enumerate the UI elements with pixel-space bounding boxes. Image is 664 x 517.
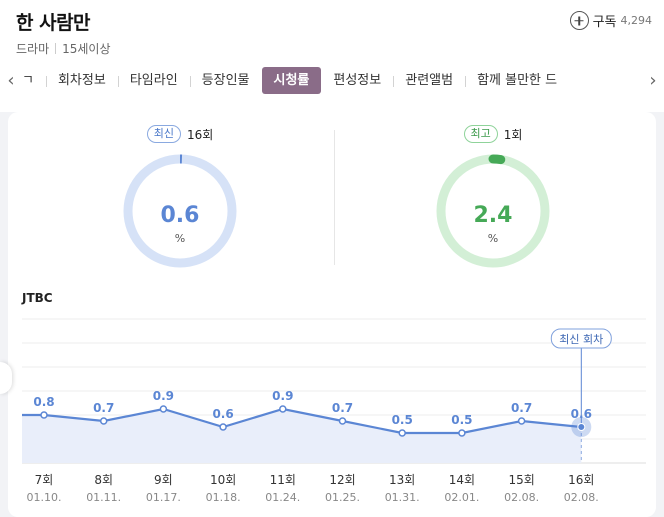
data-point	[159, 405, 168, 413]
genre-label: 드라마	[16, 42, 50, 56]
latest-rating-stat: 최신 16회 0.6 %	[80, 124, 280, 274]
x-tick-episode: 12회	[329, 473, 355, 487]
program-title: 한 사람만	[16, 12, 91, 34]
x-tick-date: 01.31.	[385, 491, 420, 504]
latest-badge: 최신	[146, 125, 181, 143]
tab-6[interactable]: 관련앨범	[393, 67, 465, 94]
data-label: 0.5	[451, 413, 472, 427]
x-tick-date: 01.24.	[265, 491, 300, 504]
chevron-left-icon[interactable]: ‹	[0, 69, 22, 91]
rating-area	[22, 409, 582, 463]
x-tick-date: 01.10.	[27, 491, 62, 504]
x-tick-date: 02.08.	[504, 491, 539, 504]
data-point	[338, 417, 347, 425]
channel-label: JTBC	[22, 291, 53, 305]
data-label: 0.7	[93, 401, 114, 415]
plus-circle-icon	[569, 11, 589, 30]
latest-rating-value: 0.6	[160, 203, 200, 228]
subscribe-label: 구독	[592, 15, 617, 30]
x-tick-episode: 14회	[449, 473, 475, 487]
data-label: 0.9	[272, 389, 293, 403]
best-episode: 1회	[503, 127, 523, 142]
x-tick-date: 01.17.	[146, 491, 181, 504]
data-label: 0.6	[571, 407, 592, 421]
x-tick-episode: 16회	[568, 473, 594, 487]
stat-divider	[334, 130, 335, 265]
x-tick-episode: 10회	[210, 473, 236, 487]
data-point	[99, 417, 108, 425]
x-tick-episode: 11회	[270, 473, 296, 487]
data-point	[40, 411, 48, 419]
rating-card: 최신 16회 0.6 % 최고 1회 2.4 % JTBC 0.8 7회 01.10…	[8, 112, 656, 517]
data-label: 0.6	[212, 407, 233, 421]
subscriber-count: 4,294	[620, 14, 653, 27]
tab-4[interactable]: 시청률	[261, 66, 322, 94]
data-point	[517, 417, 526, 425]
rating-line-chart: 0.8 7회 01.10. 0.7 8회 01.11. 0.9 9회 01.17. 0.6 10회 0…	[22, 318, 646, 504]
latest-rating-ring	[123, 154, 237, 268]
data-point	[458, 429, 466, 437]
data-point	[219, 423, 227, 431]
data-point	[279, 405, 287, 413]
x-tick-episode: 7회	[35, 473, 54, 487]
latest-episode-tag-label: 최신 회차	[559, 333, 603, 346]
subscribe-button[interactable]: 구독 4,294	[569, 11, 653, 30]
side-scroll-handle[interactable]	[0, 362, 12, 394]
latest-episode-tag	[550, 328, 612, 349]
data-label: 0.7	[511, 401, 532, 415]
latest-episode: 16회	[186, 127, 214, 142]
best-rating-unit: %	[487, 232, 499, 245]
best-rating-ring	[436, 154, 550, 268]
x-tick-episode: 9회	[154, 473, 173, 487]
data-label: 0.9	[153, 389, 174, 403]
x-tick-date: 01.18.	[206, 491, 241, 504]
data-label: 0.7	[332, 401, 353, 415]
best-badge: 최고	[463, 125, 498, 143]
tab-5[interactable]: 편성정보	[333, 72, 382, 88]
x-tick-date: 01.25.	[325, 491, 360, 504]
age-rating-label: 15세이상	[62, 42, 111, 56]
tab-bar: ‹ ㄱ 회차정보 타임라인 등장인물 시청률 편성정보 관련앨범 함께 볼만한 드 ›	[0, 64, 664, 96]
x-tick-episode: 8회	[94, 473, 113, 487]
program-header: 한 사람만 드라마 15세이상 구독 4,294 ‹ ㄱ 회차정보 타임라인 등장인물…	[0, 0, 664, 112]
x-tick-episode: 15회	[508, 473, 534, 487]
data-label: 0.8	[33, 395, 54, 409]
meta-divider	[55, 43, 57, 54]
x-tick-date: 01.11.	[86, 491, 121, 504]
best-rating-stat: 최고 1회 2.4 %	[393, 124, 593, 274]
tab-0[interactable]: ㄱ	[22, 72, 34, 88]
tab-3[interactable]: 등장인물	[189, 67, 262, 94]
data-point	[398, 429, 406, 437]
chevron-right-icon[interactable]: ›	[642, 69, 664, 91]
x-tick-date: 02.01.	[444, 491, 479, 504]
data-label: 0.5	[392, 413, 413, 427]
x-tick-date: 02.08.	[564, 491, 599, 504]
tab-2[interactable]: 타임라인	[117, 67, 190, 94]
program-meta: 드라마 15세이상	[16, 40, 111, 57]
x-tick-episode: 13회	[389, 473, 415, 487]
tab-1[interactable]: 회차정보	[45, 67, 118, 94]
tab-7[interactable]: 함께 볼만한 드	[465, 67, 569, 94]
best-rating-value: 2.4	[473, 203, 513, 228]
tab-list: ㄱ 회차정보 타임라인 등장인물 시청률 편성정보 관련앨범 함께 볼만한 드	[22, 64, 569, 96]
data-point	[577, 423, 586, 431]
latest-rating-unit: %	[174, 232, 186, 245]
